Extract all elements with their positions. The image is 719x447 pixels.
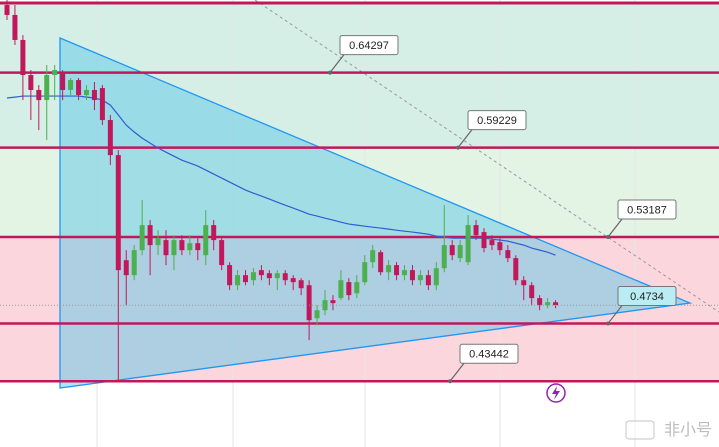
- candle-body: [314, 310, 320, 319]
- candle-body: [68, 80, 74, 90]
- candle-body: [76, 80, 82, 96]
- candle-body: [553, 302, 559, 306]
- candle-body: [243, 275, 248, 283]
- candle-body: [28, 75, 34, 90]
- triangle-pattern: [59, 37, 693, 389]
- candle-body: [529, 285, 535, 299]
- candle-body: [354, 282, 360, 294]
- candle-body: [473, 225, 479, 236]
- candle-body: [250, 272, 256, 281]
- candle-body: [84, 89, 89, 96]
- candle-body: [394, 265, 400, 276]
- candle-body: [402, 270, 407, 276]
- candle-body: [306, 285, 312, 321]
- candle-body: [489, 240, 495, 246]
- candle-body: [386, 265, 392, 273]
- candle-body: [457, 245, 463, 259]
- callout-label: 0.64297: [349, 40, 389, 52]
- candle-body: [91, 89, 97, 101]
- candle-body: [449, 245, 455, 256]
- candle-body: [219, 240, 225, 266]
- candle-body: [505, 250, 511, 259]
- candle-body: [330, 300, 336, 304]
- candle-body: [433, 268, 439, 286]
- callout-box: [467, 110, 527, 131]
- callout-label: 0.53187: [627, 204, 667, 216]
- candle-body: [36, 89, 42, 101]
- callout-label: 0.59229: [477, 115, 517, 127]
- candle-body: [227, 265, 233, 286]
- watermark-text: 非小号: [664, 421, 712, 439]
- candle-body: [179, 240, 185, 251]
- candle-body: [20, 39, 26, 76]
- candle-body: [99, 88, 105, 121]
- candle-body: [211, 225, 217, 241]
- candle-body: [139, 225, 145, 251]
- candle-body: [107, 120, 113, 156]
- candle-body: [155, 238, 161, 246]
- candle-body: [115, 155, 121, 271]
- candle-body: [131, 250, 137, 276]
- candle-body: [545, 302, 551, 306]
- candle-body: [338, 280, 344, 299]
- candle-body: [290, 278, 296, 283]
- callout-label: 0.43442: [469, 349, 509, 361]
- candle-body: [266, 273, 272, 279]
- candle-body: [441, 245, 447, 269]
- candle-body: [298, 280, 304, 289]
- candle-body: [481, 232, 487, 249]
- callout-pointer: [607, 305, 623, 324]
- candle-body: [60, 72, 66, 90]
- candle-body: [513, 258, 519, 281]
- callout-box: [339, 35, 399, 56]
- candle-body: [187, 243, 193, 251]
- callout-pointer: [449, 362, 465, 382]
- candle-body: [465, 225, 471, 263]
- candle-body: [521, 280, 527, 286]
- callout-box: [617, 286, 677, 307]
- candle-body: [4, 5, 10, 15]
- zone: [0, 2, 719, 148]
- candle-body: [203, 225, 209, 256]
- candle-body: [370, 250, 376, 263]
- candle-body: [497, 242, 503, 251]
- candle-body: [425, 275, 431, 286]
- candle-body: [378, 252, 384, 273]
- callout-anchor: [606, 235, 610, 240]
- flash-icon[interactable]: [546, 383, 566, 403]
- callout-box: [617, 199, 677, 220]
- candle-body: [537, 298, 543, 306]
- candle-body: [163, 240, 169, 256]
- callout-pointer: [329, 54, 345, 73]
- candle-body: [346, 282, 352, 296]
- candle-body: [171, 240, 177, 256]
- callout-anchor: [448, 379, 452, 384]
- candle-body: [123, 260, 129, 276]
- candle-body: [12, 14, 18, 40]
- watermark: 非小号: [625, 420, 712, 440]
- candle-body: [417, 275, 423, 281]
- candle-body: [147, 225, 153, 246]
- candle-body: [235, 275, 241, 286]
- callout-pointer: [457, 129, 473, 148]
- candle-body: [274, 273, 280, 279]
- candle-body: [44, 75, 50, 101]
- callout-pointer: [607, 218, 623, 238]
- callout-box: [459, 343, 519, 364]
- candle-body: [362, 262, 368, 283]
- candle-body: [195, 243, 201, 251]
- callout-anchor: [456, 145, 460, 150]
- candle-body: [52, 70, 58, 76]
- callout-anchor: [328, 70, 332, 75]
- moving-average: [6, 95, 556, 256]
- candle-body: [409, 270, 415, 281]
- candle-body: [258, 270, 264, 276]
- callout-anchor: [606, 321, 610, 326]
- candle-body: [282, 273, 288, 281]
- callout-label: 0.4734: [630, 291, 664, 303]
